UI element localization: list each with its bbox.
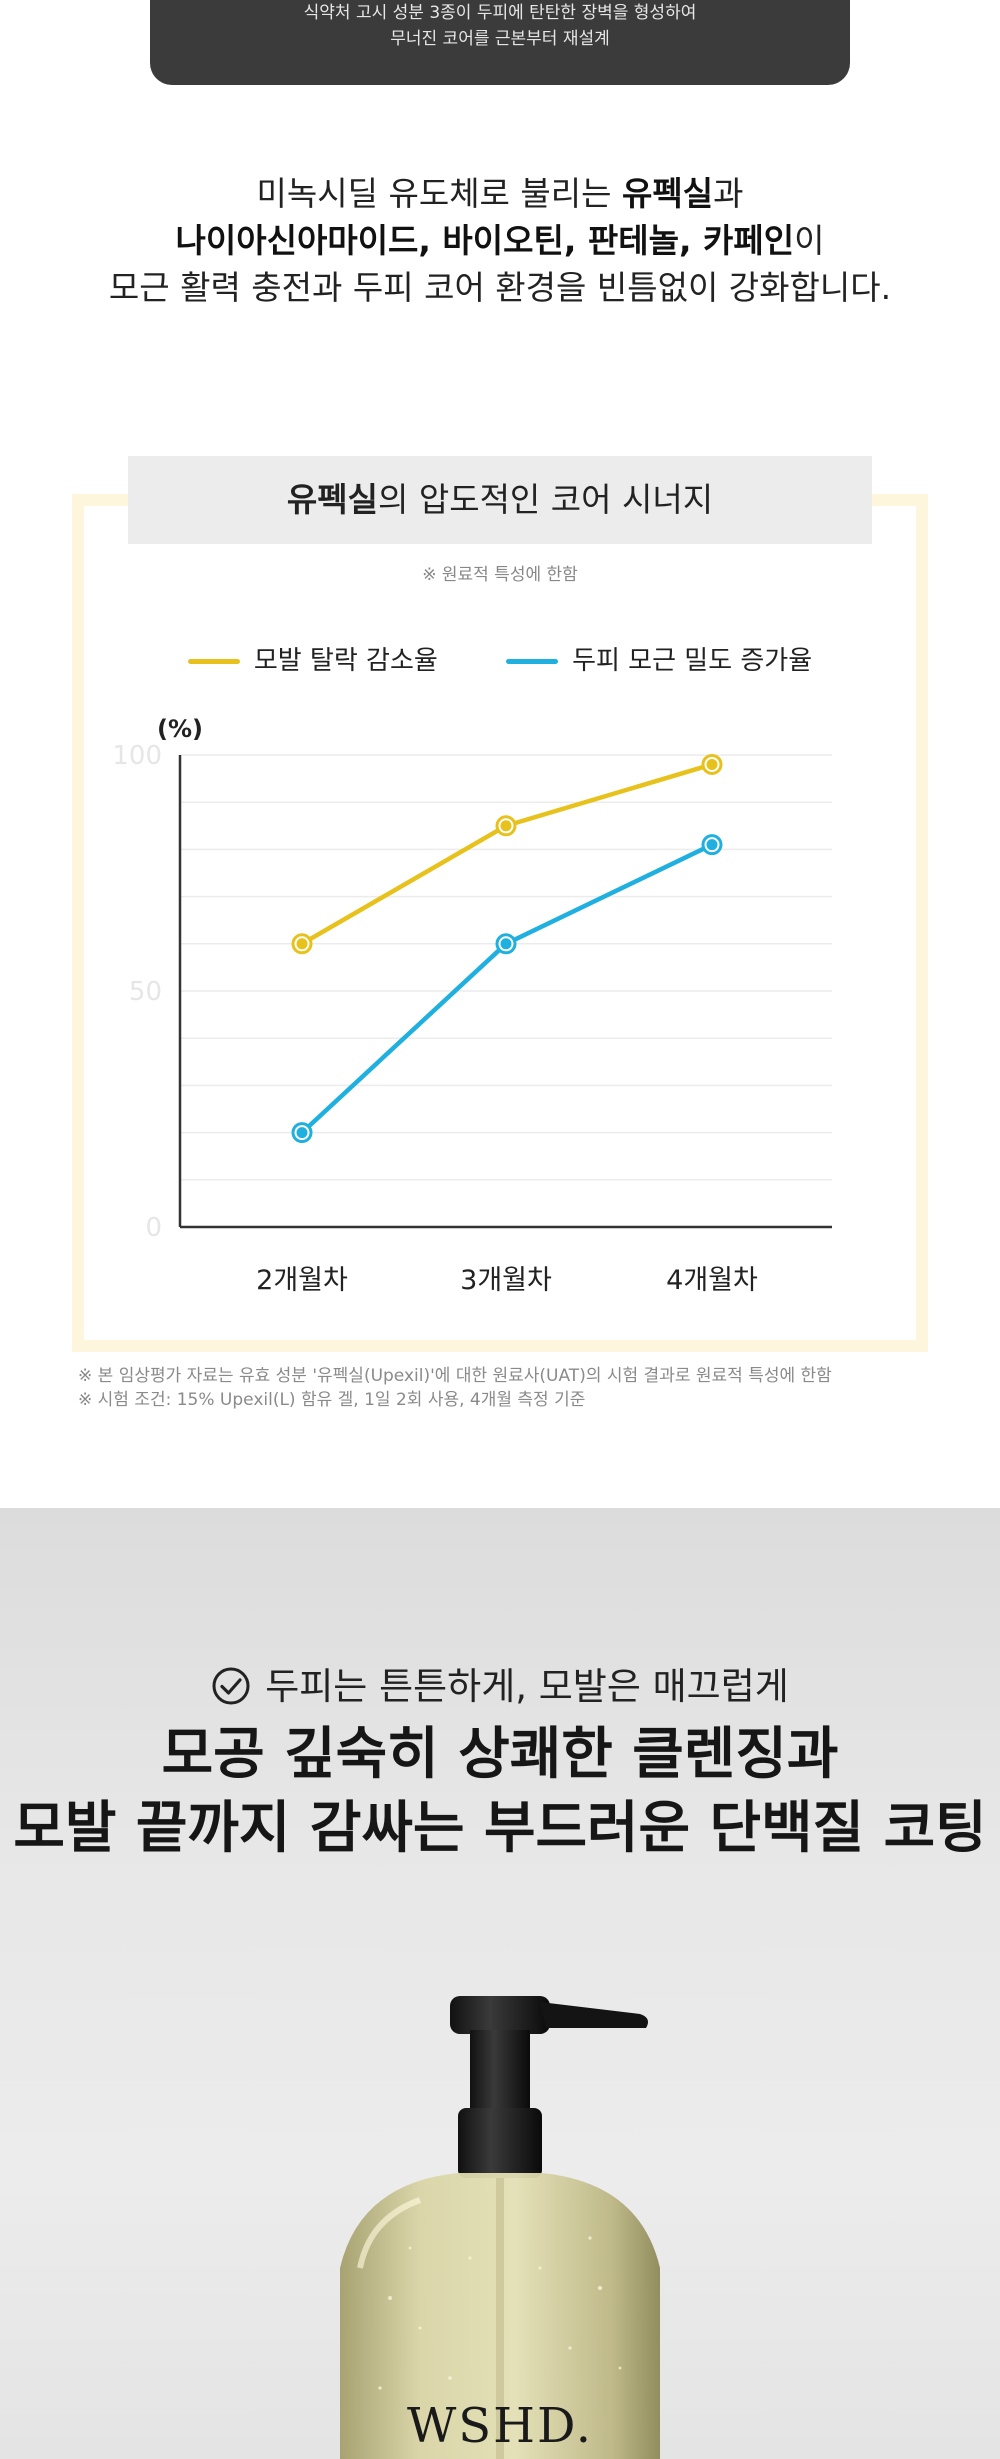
chart-title: 유펙실의 압도적인 코어 시너지 xyxy=(128,456,872,544)
intro-line-1-text: 미녹시딜 유도체로 불리는 xyxy=(256,174,622,213)
y-tick-label: 50 xyxy=(129,977,162,1007)
legend-item-density: 두피 모근 밀도 증가율 xyxy=(506,640,812,677)
y-axis-label: (%) xyxy=(157,715,203,743)
footnotes: ※ 본 임상평가 자료는 유효 성분 '유펙실(Upexil)'에 대한 원료사… xyxy=(78,1364,832,1412)
chart-title-bold: 유펙실 xyxy=(286,480,378,519)
intro-line-1-bold: 유펙실 xyxy=(621,174,714,213)
y-tick-label: 0 xyxy=(145,1213,162,1243)
legend-swatch-hair-loss xyxy=(187,659,240,664)
intro-line-2-bold: 나이아신아마이드, 바이오틴, 판테놀, 카페인 xyxy=(175,221,795,260)
check-line: 두피는 튼튼하게, 모발은 매끄럽게 xyxy=(0,1656,1000,1710)
headline-line-2: 모발 끝까지 감싸는 부드러운 단백질 코팅 xyxy=(13,1796,987,1861)
intro-line-1: 미녹시딜 유도체로 불리는 유펙실과 xyxy=(0,170,1000,217)
data-point xyxy=(296,938,308,950)
legend-item-hair-loss: 모발 탈락 감소율 xyxy=(187,640,438,677)
intro-copy: 미녹시딜 유도체로 불리는 유펙실과 나이아신아마이드, 바이오틴, 판테놀, … xyxy=(0,170,1000,311)
chart-card xyxy=(72,494,928,1352)
series-line-0 xyxy=(300,762,713,946)
top-info-line-1: 식약처 고시 성분 3종이 두피에 탄탄한 장벽을 형성하여 xyxy=(303,3,697,23)
legend-label-hair-loss: 모발 탈락 감소율 xyxy=(253,646,438,676)
data-point xyxy=(706,839,718,851)
shampoo-bottle-image: WSHD. xyxy=(340,1996,660,2459)
bottle-brand-logo: WSHD. xyxy=(407,2398,593,2454)
data-point xyxy=(500,820,512,832)
chart-note: ※ 원료적 특성에 한함 xyxy=(422,565,578,585)
intro-line-2: 나이아신아마이드, 바이오틴, 판테놀, 카페인이 xyxy=(0,217,1000,264)
footnote-1: ※ 본 임상평가 자료는 유효 성분 '유펙실(Upexil)'에 대한 원료사… xyxy=(78,1366,832,1386)
x-tick-label: 2개월차 xyxy=(256,1265,348,1296)
chart-title-rest: 의 압도적인 코어 시너지 xyxy=(378,480,714,519)
x-tick-label: 3개월차 xyxy=(460,1265,552,1296)
legend-swatch-density xyxy=(506,659,559,664)
check-line-text: 두피는 튼튼하게, 모발은 매끄럽게 xyxy=(265,1665,789,1708)
data-point xyxy=(500,938,512,950)
intro-line-3: 모근 활력 충전과 두피 코어 환경을 빈틈없이 강화합니다. xyxy=(108,268,892,307)
top-info-box: 식약처 고시 성분 3종이 두피에 탄탄한 장벽을 형성하여 무너진 코어를 근… xyxy=(150,0,850,85)
line-chart: (%) 0 50 100 2개월차 3개월차 4개월차 xyxy=(112,715,832,1296)
product-section: 두피는 튼튼하게, 모발은 매끄럽게 모공 깊숙히 상쾌한 클렌징과 모발 끝까… xyxy=(0,1508,1000,2459)
legend-label-density: 두피 모근 밀도 증가율 xyxy=(572,646,813,676)
intro-line-1-post: 과 xyxy=(713,174,744,213)
x-tick-label: 4개월차 xyxy=(666,1265,758,1296)
series-line-1 xyxy=(300,842,713,1135)
y-tick-label: 100 xyxy=(112,741,162,771)
product-headline: 모공 깊숙히 상쾌한 클렌징과 모발 끝까지 감싸는 부드러운 단백질 코팅 xyxy=(0,1718,1000,1866)
top-info-line-2: 무너진 코어를 근본부터 재설계 xyxy=(390,29,610,49)
check-circle-icon xyxy=(212,1667,250,1705)
chart-legend: 모발 탈락 감소율 두피 모근 밀도 증가율 xyxy=(0,640,1000,677)
data-point xyxy=(706,758,718,770)
data-point xyxy=(296,1127,308,1139)
footnote-2: ※ 시험 조건: 15% Upexil(L) 함유 겔, 1일 2회 사용, 4… xyxy=(78,1390,586,1410)
intro-line-2-post: 이 xyxy=(794,221,825,260)
headline-line-1: 모공 깊숙히 상쾌한 클렌징과 xyxy=(161,1722,839,1787)
